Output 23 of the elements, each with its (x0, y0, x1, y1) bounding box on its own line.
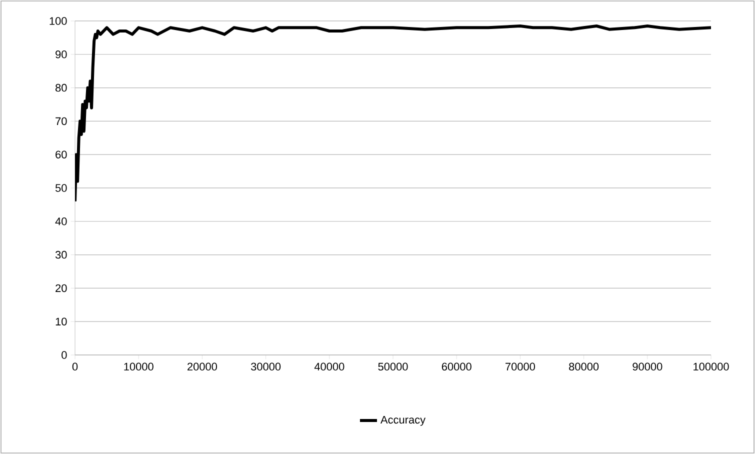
x-tick-label: 40000 (314, 362, 344, 371)
x-tick-label: 30000 (250, 362, 281, 371)
y-tick-label: 50 (55, 184, 67, 192)
y-tick-label: 0 (62, 351, 67, 359)
y-tick-label: 90 (56, 50, 67, 58)
y-tick-label: 60 (56, 150, 67, 158)
y-tick-label: 30 (55, 250, 67, 259)
y-tick-label: 40 (55, 218, 67, 226)
x-tick-label: 10000 (124, 362, 154, 371)
x-tick-label: 70000 (506, 362, 535, 371)
legend-label: Accuracy (380, 416, 426, 426)
x-tick-label: 20000 (188, 362, 217, 371)
y-tick-label: 10 (56, 318, 67, 326)
y-tick-label: 80 (56, 84, 67, 92)
y-tick-label: 70 (56, 117, 67, 126)
x-tick-label: 90000 (632, 362, 662, 371)
x-tick-label: 100000 (694, 362, 729, 371)
x-tick-label: 60000 (442, 362, 472, 371)
y-tick-label: 100 (50, 17, 67, 25)
x-tick-label: 80000 (569, 362, 599, 371)
x-tick-label: 0 (72, 362, 78, 371)
x-tick-label: 50000 (378, 362, 408, 371)
y-tick-label: 20 (56, 284, 67, 292)
